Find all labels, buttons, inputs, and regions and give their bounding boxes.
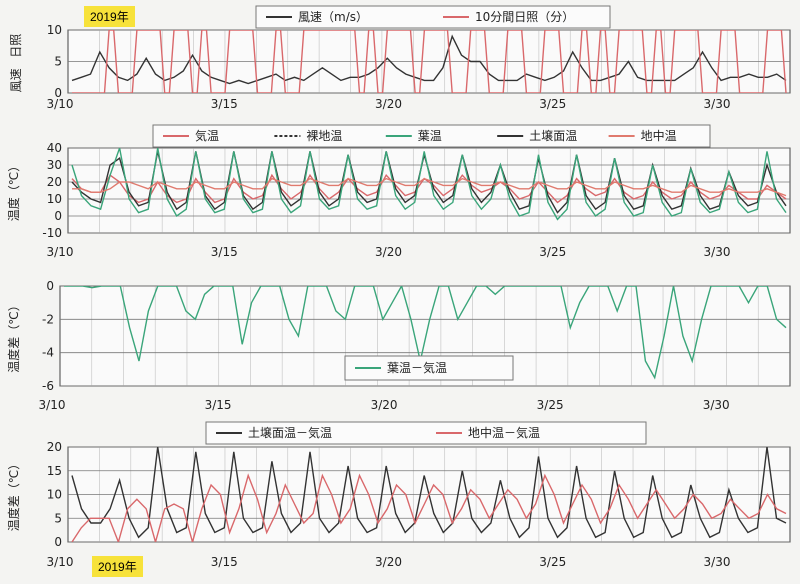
x-tick-label: 3/20 [375,97,402,111]
x-tick-label: 3/30 [703,398,730,412]
y-tick-label: 10 [47,23,62,37]
x-tick-label: 3/10 [39,398,66,412]
y-tick-label: 5 [54,511,62,525]
y-tick-label: 0 [54,86,62,100]
series-line-1 [71,34,787,85]
x-tick-label: 3/10 [47,245,74,259]
y-tick-label: 20 [47,175,62,189]
legend-label: 気温 [195,128,219,143]
y-tick-label: 10 [47,192,62,206]
y-tick-label: 0 [54,535,62,549]
x-tick-label: 3/15 [205,398,232,412]
y-tick-label: 20 [47,440,62,454]
y-tick-label: -10 [42,226,62,240]
y-axis-label: 温度差（℃） [6,458,21,531]
x-tick-label: 3/10 [47,555,74,569]
legend-box [152,124,711,148]
y-tick-label: 0 [46,279,54,293]
y-tick-label: -4 [42,346,54,360]
y-tick-label: 10 [47,488,62,502]
legend-label: 土壌面温－気温 [248,425,332,440]
series-line-4 [72,177,787,197]
series-line-3 [71,148,787,221]
plot-area [67,147,791,234]
x-tick-label: 3/20 [371,398,398,412]
y-axis-label: 温度差（℃） [6,299,21,372]
y-tick-label: 0 [54,209,62,223]
y-tick-label: -6 [42,379,54,393]
x-tick-label: 3/15 [211,245,238,259]
x-tick-label: 3/25 [537,398,564,412]
x-tick-label: 3/25 [539,97,566,111]
x-tick-label: 3/30 [704,245,731,259]
legend-label: 葉温－気温 [387,360,447,375]
chart-panel-2: 40 30 20 10 0 -10 3/10 3/15 3/20 3/25 3/30 温度（℃） 気温 裸… [6,124,791,259]
y-tick-label: 5 [54,55,62,69]
legend-label: 地中温 [641,128,677,143]
x-tick-label: 3/25 [539,555,566,569]
x-tick-label: 3/15 [211,97,238,111]
series-line-1 [64,286,787,380]
series-line-2 [72,30,787,93]
legend-label: 地中温－気温 [468,425,540,440]
x-tick-label: 3/30 [704,97,731,111]
y-axis-label-bottom: 風速 [9,68,23,92]
y-tick-label: 40 [47,141,62,155]
legend: 風速（m/s） 10分間日照（分） [255,5,611,29]
legend-label: 裸地温 [306,128,342,143]
x-tick-label: 3/10 [47,97,74,111]
legend-box [255,5,611,29]
x-tick-label: 3/20 [375,555,402,569]
x-tick-label: 3/15 [211,555,238,569]
legend-box [205,421,647,445]
y-tick-label: 30 [47,158,62,172]
legend-label: 10分間日照（分） [475,10,574,24]
legend: 気温 裸地温 葉温 土壌面温 地中温 [152,124,711,148]
y-tick-label: -2 [42,312,54,326]
x-tick-label: 3/30 [704,555,731,569]
y-axis-label: 温度（℃） [6,160,21,221]
legend: 土壌面温－気温 地中温－気温 [205,421,647,445]
year-badge-bottom: 2019年 [92,556,143,577]
series-line-2 [71,473,787,542]
legend-label: 葉温 [418,129,442,143]
legend: 葉温－気温 [344,355,514,381]
legend-label: 土壌面温 [529,129,577,143]
chart-panel-4: 20 15 10 5 0 3/10 3/15 3/20 3/25 3/30 温度差（℃） 土壌面温－気… [6,421,791,569]
legend-label: 風速（m/s） [298,10,368,24]
y-axis-label-top: 日照 [9,34,23,58]
y-tick-label: 15 [47,464,62,478]
series-line-1 [71,173,787,204]
chart-panel-3: 0 -2 -4 -6 3/10 3/15 3/20 3/25 3/30 温度差（℃） 葉温－気温 [6,279,791,412]
year-badge-top: 2019年 [84,6,135,27]
x-tick-label: 3/20 [375,245,402,259]
x-tick-label: 3/25 [539,245,566,259]
